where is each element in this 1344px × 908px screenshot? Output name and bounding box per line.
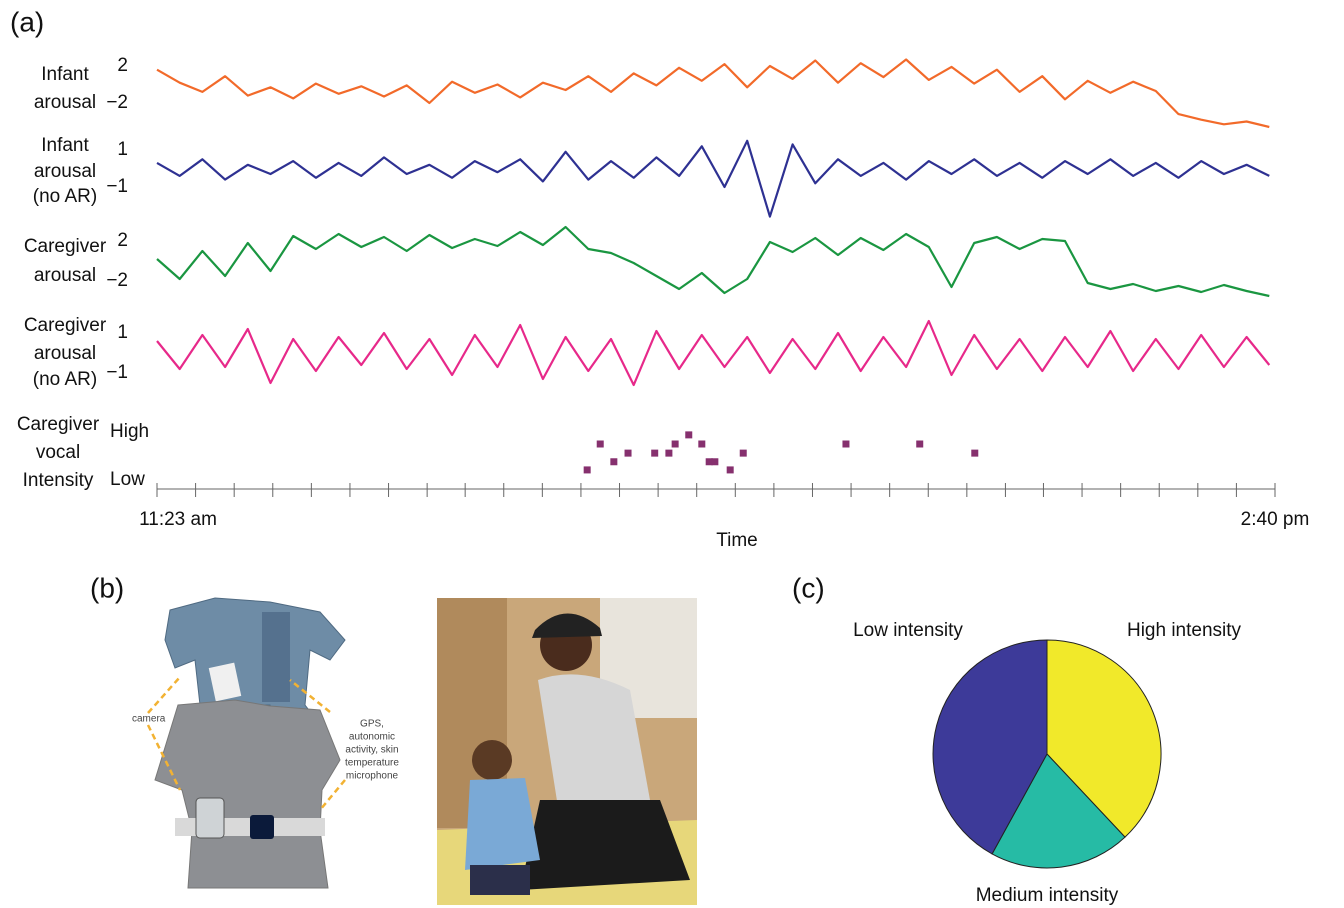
x-tick-label: 11:23 am <box>139 509 217 530</box>
y-tick-label: Low <box>110 469 145 490</box>
point <box>726 466 734 474</box>
slice-label: High intensity <box>1127 620 1242 641</box>
photo-label: GPS, <box>360 719 384 730</box>
point <box>842 440 850 448</box>
point <box>610 458 618 466</box>
point <box>651 449 659 457</box>
point <box>739 449 747 457</box>
point <box>916 440 924 448</box>
y-tick-label: 2 <box>117 55 128 76</box>
point <box>698 440 706 448</box>
series-label: (no AR) <box>33 186 97 207</box>
photo-label: autonomic <box>349 732 395 743</box>
series-label: (no AR) <box>33 369 97 390</box>
point <box>624 449 632 457</box>
series-label: arousal <box>34 161 96 182</box>
trace <box>156 58 1270 129</box>
point <box>665 449 673 457</box>
y-tick-label: 2 <box>117 230 128 251</box>
slice-label: Medium intensity <box>976 885 1119 906</box>
y-tick-label: 1 <box>117 139 128 160</box>
series-label: Infant <box>41 64 89 85</box>
panel-label: (a) <box>10 6 44 37</box>
series-label: arousal <box>34 92 96 113</box>
pie-slice <box>991 753 1126 869</box>
series-label: Infant <box>41 135 89 156</box>
slice-label: Low intensity <box>853 620 963 641</box>
point <box>671 440 679 448</box>
pie-slice <box>1046 639 1162 838</box>
y-axis-title: vocal <box>36 442 80 463</box>
y-axis-title: Intensity <box>23 470 94 491</box>
point <box>583 466 591 474</box>
photo-label: activity, skin <box>345 745 398 756</box>
shirt-photo <box>150 597 350 890</box>
y-tick-label: 1 <box>117 322 128 343</box>
interaction-photo <box>437 598 697 905</box>
y-tick-label: High <box>110 421 149 442</box>
point <box>971 449 979 457</box>
photo-label: camera <box>132 714 166 725</box>
trace <box>156 319 1271 387</box>
series-label: arousal <box>34 343 96 364</box>
panel-label: (b) <box>90 572 124 603</box>
series-label: arousal <box>34 265 96 286</box>
x-tick-label: 2:40 pm <box>1241 509 1310 530</box>
point <box>596 440 604 448</box>
panel-label: (c) <box>792 572 825 603</box>
point <box>705 458 713 466</box>
trace <box>156 225 1270 298</box>
photo-label: microphone <box>346 771 399 782</box>
y-axis-title: Caregiver <box>17 414 100 435</box>
y-tick-label: −1 <box>106 176 128 197</box>
photo-label: temperature <box>345 758 399 769</box>
y-tick-label: −2 <box>106 270 128 291</box>
y-tick-label: −2 <box>106 92 128 113</box>
x-axis-title: Time <box>716 530 758 551</box>
point <box>711 458 719 466</box>
y-tick-label: −1 <box>106 362 128 383</box>
annotation-arrows <box>146 676 346 811</box>
series-label: Caregiver <box>24 315 107 336</box>
trace <box>156 139 1270 218</box>
point <box>685 431 693 439</box>
pie-slice <box>932 639 1048 855</box>
series-label: Caregiver <box>24 236 107 257</box>
